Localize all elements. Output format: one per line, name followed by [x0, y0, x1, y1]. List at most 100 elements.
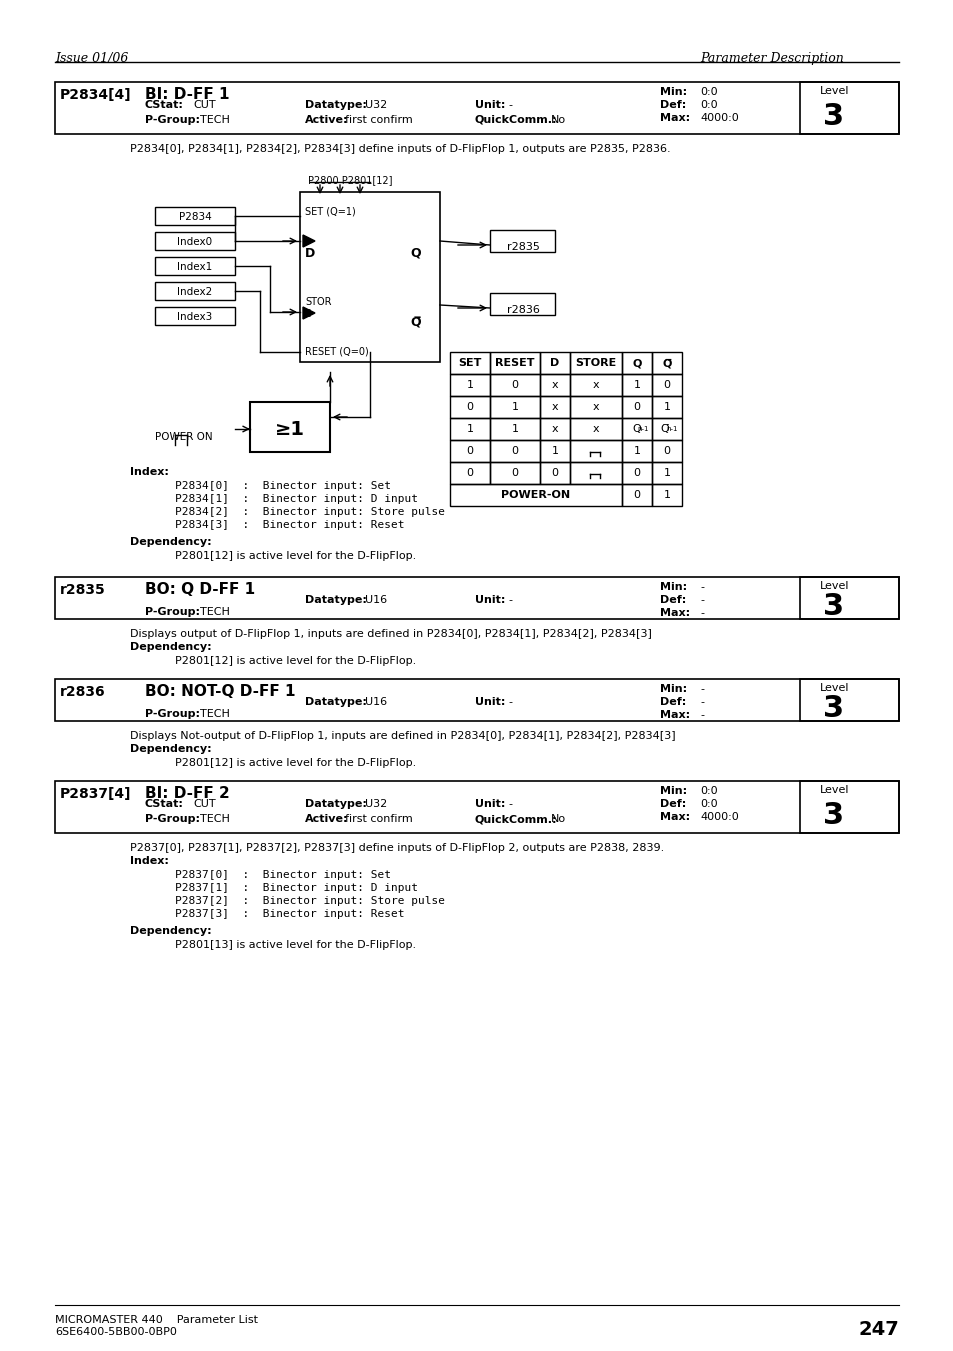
Bar — [539, 417, 569, 440]
Bar — [299, 192, 439, 362]
Bar — [621, 417, 651, 440]
Text: 0: 0 — [511, 446, 518, 457]
Bar — [490, 293, 555, 315]
Bar — [569, 374, 621, 396]
Text: 0:0: 0:0 — [700, 786, 717, 796]
Bar — [621, 374, 651, 396]
Bar — [651, 374, 681, 396]
Text: Min:: Min: — [659, 86, 686, 97]
Text: 0: 0 — [633, 490, 639, 500]
Text: 0: 0 — [511, 380, 518, 390]
Polygon shape — [303, 235, 314, 247]
Text: -: - — [700, 697, 703, 707]
Text: Q: Q — [410, 247, 420, 259]
Text: Unit:: Unit: — [475, 798, 505, 809]
Bar — [621, 484, 651, 507]
Text: Dependency:: Dependency: — [130, 744, 212, 754]
Text: P2834[2]  :  Binector input: Store pulse: P2834[2] : Binector input: Store pulse — [174, 507, 444, 517]
Text: 0: 0 — [551, 467, 558, 478]
Text: RESET: RESET — [495, 358, 535, 367]
Text: Min:: Min: — [659, 786, 686, 796]
Text: MICROMASTER 440    Parameter List
6SE6400-5BB00-0BP0: MICROMASTER 440 Parameter List 6SE6400-5… — [55, 1315, 257, 1336]
Bar — [651, 484, 681, 507]
Text: Max:: Max: — [659, 608, 689, 617]
Text: 1: 1 — [662, 490, 670, 500]
Bar — [450, 374, 490, 396]
Text: 1: 1 — [633, 446, 639, 457]
Text: Active:: Active: — [305, 115, 348, 126]
Text: CUT: CUT — [193, 100, 215, 109]
Bar — [539, 462, 569, 484]
Text: Q: Q — [632, 424, 640, 434]
Bar — [651, 417, 681, 440]
Text: SET (Q=1): SET (Q=1) — [305, 207, 355, 218]
Bar — [450, 417, 490, 440]
Polygon shape — [303, 307, 314, 319]
Bar — [154, 307, 234, 326]
Text: P-Group:: P-Group: — [145, 607, 200, 617]
Text: n-1: n-1 — [665, 426, 677, 432]
Text: D: D — [550, 358, 559, 367]
Text: 247: 247 — [858, 1320, 898, 1339]
Text: Index2: Index2 — [177, 286, 213, 297]
Text: P2837[2]  :  Binector input: Store pulse: P2837[2] : Binector input: Store pulse — [174, 896, 444, 907]
Text: BO: Q D-FF 1: BO: Q D-FF 1 — [145, 582, 254, 597]
Text: Parameter Description: Parameter Description — [700, 51, 842, 65]
Text: Index3: Index3 — [177, 312, 213, 322]
Text: Dependency:: Dependency: — [130, 642, 212, 653]
Bar — [651, 462, 681, 484]
Text: P2834[4]: P2834[4] — [60, 88, 132, 101]
Text: Def:: Def: — [659, 697, 685, 707]
Bar — [450, 396, 490, 417]
Text: POWER ON: POWER ON — [154, 432, 213, 442]
Text: P2800 P2801[12]: P2800 P2801[12] — [308, 176, 392, 185]
Text: STOR
E: STOR E — [305, 297, 331, 319]
Text: 1: 1 — [466, 424, 473, 434]
Text: 0: 0 — [466, 467, 473, 478]
Bar — [490, 374, 539, 396]
Bar — [490, 353, 539, 374]
Bar — [539, 396, 569, 417]
Text: -: - — [507, 100, 512, 109]
Bar — [569, 417, 621, 440]
Text: x: x — [551, 403, 558, 412]
Bar — [569, 353, 621, 374]
Bar — [154, 232, 234, 250]
Text: 0: 0 — [511, 467, 518, 478]
Text: x: x — [551, 424, 558, 434]
Bar — [154, 257, 234, 276]
Text: CStat:: CStat: — [145, 798, 184, 809]
Text: x: x — [551, 380, 558, 390]
Text: Datatype:: Datatype: — [305, 594, 367, 605]
Text: TECH: TECH — [200, 607, 230, 617]
Bar — [490, 230, 555, 253]
Text: 4000:0: 4000:0 — [700, 812, 738, 821]
Text: 4000:0: 4000:0 — [700, 113, 738, 123]
Text: 0: 0 — [662, 380, 670, 390]
Text: x: x — [592, 380, 598, 390]
Bar — [621, 440, 651, 462]
Bar — [490, 417, 539, 440]
Text: Datatype:: Datatype: — [305, 100, 367, 109]
Bar — [621, 462, 651, 484]
Text: P-Group:: P-Group: — [145, 115, 200, 126]
Text: 0:0: 0:0 — [700, 798, 717, 809]
Text: 1: 1 — [511, 424, 518, 434]
Text: TECH: TECH — [200, 115, 230, 126]
Text: Datatype:: Datatype: — [305, 798, 367, 809]
Text: x: x — [592, 403, 598, 412]
Text: P-Group:: P-Group: — [145, 709, 200, 719]
Text: POWER-ON: POWER-ON — [501, 490, 570, 500]
Bar — [154, 207, 234, 226]
Text: Active:: Active: — [305, 815, 348, 824]
Text: U32: U32 — [365, 100, 387, 109]
Text: Unit:: Unit: — [475, 594, 505, 605]
Text: Unit:: Unit: — [475, 100, 505, 109]
Text: Displays output of D-FlipFlop 1, inputs are defined in P2834[0], P2834[1], P2834: Displays output of D-FlipFlop 1, inputs … — [130, 630, 651, 639]
Text: Def:: Def: — [659, 798, 685, 809]
Text: -: - — [700, 711, 703, 720]
Text: r2835: r2835 — [506, 242, 538, 253]
Text: P2837[1]  :  Binector input: D input: P2837[1] : Binector input: D input — [174, 884, 417, 893]
Text: Level: Level — [820, 86, 848, 96]
Text: r2836: r2836 — [60, 685, 106, 698]
